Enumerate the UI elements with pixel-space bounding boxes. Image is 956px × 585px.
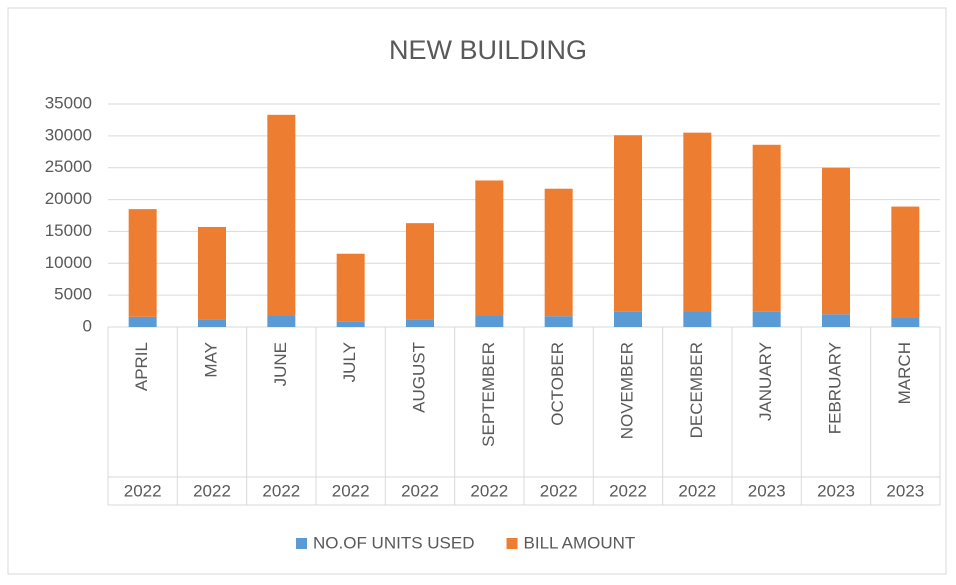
bar-segment	[752, 311, 781, 327]
x-tick-label: SEPTEMBER	[479, 342, 498, 447]
x-tick-label: JUNE	[271, 342, 290, 386]
legend-swatch	[296, 538, 307, 549]
bar-segment	[891, 317, 920, 327]
legend-label: BILL AMOUNT	[524, 533, 636, 552]
bar-segment	[128, 209, 157, 317]
x-tick-label: DECEMBER	[687, 342, 706, 438]
y-tick-label: 35000	[45, 93, 92, 112]
x-group-label: 2022	[401, 481, 439, 500]
x-group-label: 2022	[332, 481, 370, 500]
x-tick-label: FEBRUARY	[825, 342, 844, 434]
bar-segment	[336, 321, 365, 327]
bar-segment	[683, 132, 712, 312]
x-group-label: 2023	[817, 481, 855, 500]
x-group-label: 2023	[748, 481, 786, 500]
x-group-label: 2022	[678, 481, 716, 500]
x-tick-label: JULY	[340, 342, 359, 382]
x-group-label: 2022	[124, 481, 162, 500]
x-group-label: 2023	[886, 481, 924, 500]
bar-segment	[614, 135, 642, 312]
x-group-label: 2022	[609, 481, 647, 500]
bar-segment	[198, 226, 226, 320]
bar-segment	[683, 311, 712, 327]
bar-segment	[267, 114, 296, 316]
y-tick-label: 5000	[54, 285, 92, 304]
x-tick-label: NOVEMBER	[617, 342, 636, 439]
x-tick-label: OCTOBER	[548, 342, 567, 426]
x-group-label: 2022	[540, 481, 578, 500]
x-group-label: 2022	[470, 481, 508, 500]
bar-segment	[475, 315, 504, 327]
y-tick-label: 20000	[45, 189, 92, 208]
bar-segment	[406, 319, 434, 327]
bar-segment	[544, 316, 573, 327]
legend-label: NO.OF UNITS USED	[313, 533, 475, 552]
x-tick-label: AUGUST	[409, 342, 428, 413]
y-tick-label: 10000	[45, 253, 92, 272]
legend-swatch	[506, 538, 518, 549]
x-tick-label: MAY	[201, 342, 220, 378]
x-tick-label: APRIL	[132, 342, 151, 391]
chart-title: NEW BUILDING	[389, 35, 587, 65]
bar-segment	[822, 314, 850, 327]
y-tick-label: 0	[83, 316, 92, 335]
bar-segment	[267, 315, 296, 327]
x-tick-label: MARCH	[895, 342, 914, 404]
x-tick-label: JANUARY	[756, 342, 775, 421]
bar-segment	[336, 253, 365, 322]
bar-segment	[128, 316, 157, 327]
x-group-label: 2022	[262, 481, 300, 500]
bar-segment	[475, 180, 504, 316]
bar-segment	[614, 311, 642, 327]
bar-segment	[752, 144, 781, 312]
bar-segment	[198, 319, 226, 327]
bar-segment	[891, 206, 920, 318]
bar-segment	[406, 223, 434, 320]
bar-segment	[822, 167, 850, 315]
y-tick-label: 25000	[45, 157, 92, 176]
y-tick-label: 30000	[45, 125, 92, 144]
y-tick-label: 15000	[45, 221, 92, 240]
bar-segment	[544, 188, 573, 317]
x-group-label: 2022	[193, 481, 231, 500]
